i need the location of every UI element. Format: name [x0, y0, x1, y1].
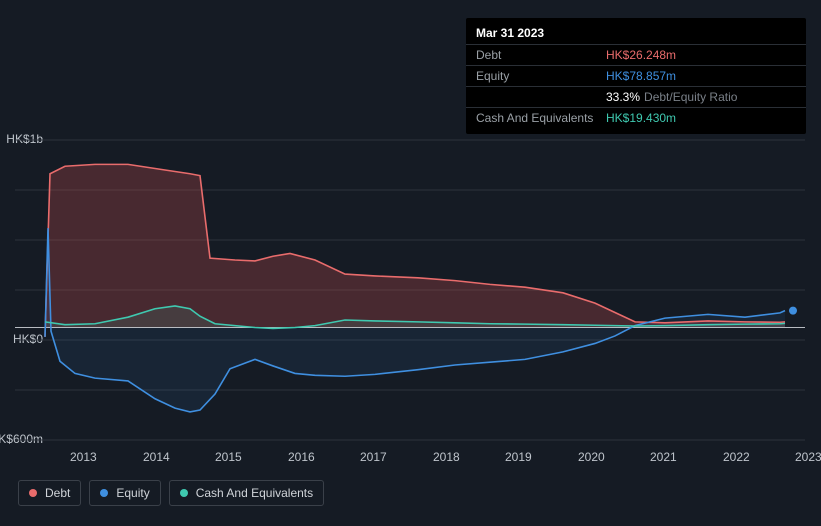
tooltip-value: HK$26.248m [606, 48, 676, 62]
legend-dot-icon [180, 489, 188, 497]
x-axis-label: 2020 [578, 450, 605, 464]
tooltip-rows: DebtHK$26.248mEquityHK$78.857m33.3%Debt/… [466, 44, 806, 128]
legend-label: Cash And Equivalents [196, 486, 313, 500]
tooltip-row: 33.3% Debt/Equity Ratio [466, 86, 806, 107]
legend-item-debt[interactable]: Debt [18, 480, 81, 506]
x-axis-label: 2016 [288, 450, 315, 464]
tooltip-row: DebtHK$26.248m [466, 44, 806, 65]
legend-dot-icon [100, 489, 108, 497]
x-axis-label: 2018 [433, 450, 460, 464]
x-axis-label: 2017 [360, 450, 387, 464]
tooltip-date: Mar 31 2023 [466, 24, 806, 44]
legend-item-equity[interactable]: Equity [89, 480, 160, 506]
chart-legend: Debt Equity Cash And Equivalents [18, 480, 324, 506]
tooltip-label [476, 90, 606, 104]
x-axis-label: 2015 [215, 450, 242, 464]
legend-dot-icon [29, 489, 37, 497]
tooltip-label: Debt [476, 48, 606, 62]
chart-svg [15, 120, 805, 460]
tooltip-value: 33.3% [606, 90, 640, 104]
tooltip-value: HK$78.857m [606, 69, 676, 83]
x-axis-label: 2013 [70, 450, 97, 464]
x-axis-label: 2019 [505, 450, 532, 464]
debt-equity-chart[interactable]: HK$1bHK$0-HK$600m 2013201420152016201720… [15, 120, 805, 480]
legend-label: Equity [116, 486, 149, 500]
x-axis-label: 2014 [143, 450, 170, 464]
legend-label: Debt [45, 486, 70, 500]
x-axis-label: 2022 [723, 450, 750, 464]
tooltip-sublabel: Debt/Equity Ratio [644, 90, 737, 104]
chart-tooltip: Mar 31 2023 DebtHK$26.248mEquityHK$78.85… [466, 18, 806, 134]
x-axis-label: 2021 [650, 450, 677, 464]
tooltip-row: EquityHK$78.857m [466, 65, 806, 86]
x-axis-label: 2023 [795, 450, 821, 464]
tooltip-label: Equity [476, 69, 606, 83]
hover-marker [789, 307, 797, 315]
legend-item-cash-and-equivalents[interactable]: Cash And Equivalents [169, 480, 324, 506]
